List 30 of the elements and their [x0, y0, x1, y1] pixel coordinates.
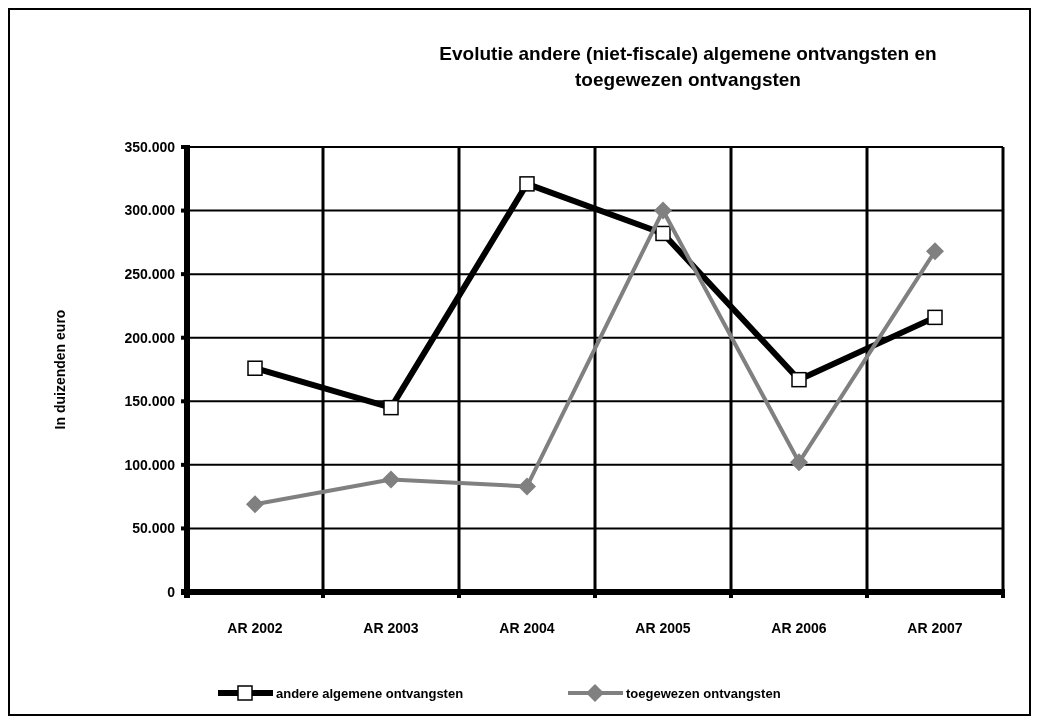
legend-label: andere algemene ontvangsten [276, 685, 464, 701]
y-axis-title: In duizenden euro [52, 309, 68, 430]
y-tick-label: 0 [167, 583, 176, 600]
point [926, 242, 944, 261]
legend-label: toegewezen ontvangsten [626, 685, 781, 701]
point [927, 309, 943, 326]
x-tick-label: AR 2002 [227, 620, 283, 636]
point [382, 470, 400, 489]
x-tick-label: AR 2006 [771, 620, 827, 636]
point [246, 495, 264, 514]
y-tick-label: 350.000 [124, 138, 176, 155]
point [790, 453, 808, 472]
y-tick-label: 50.000 [132, 520, 176, 537]
point [519, 176, 535, 192]
x-tick-label: AR 2004 [499, 620, 555, 636]
y-tick-label: 250.000 [124, 266, 176, 283]
y-tick-label: 200.000 [124, 329, 176, 346]
point [791, 371, 807, 388]
point [518, 477, 536, 496]
point [655, 225, 671, 242]
y-tick-label: 300.000 [124, 202, 176, 219]
x-tick-label: AR 2007 [907, 620, 963, 636]
point [654, 201, 672, 220]
x-tick-label: AR 2005 [635, 620, 691, 636]
y-tick-label: 100.000 [124, 456, 176, 473]
x-tick-label: AR 2003 [363, 620, 419, 636]
point [383, 399, 399, 416]
chart-title: Evolutie andere (niet-fiscale) algemene ontvangsten en toegewezen ontvangsten [439, 43, 937, 90]
point [247, 360, 263, 376]
y-tick-label: 150.000 [124, 393, 176, 410]
